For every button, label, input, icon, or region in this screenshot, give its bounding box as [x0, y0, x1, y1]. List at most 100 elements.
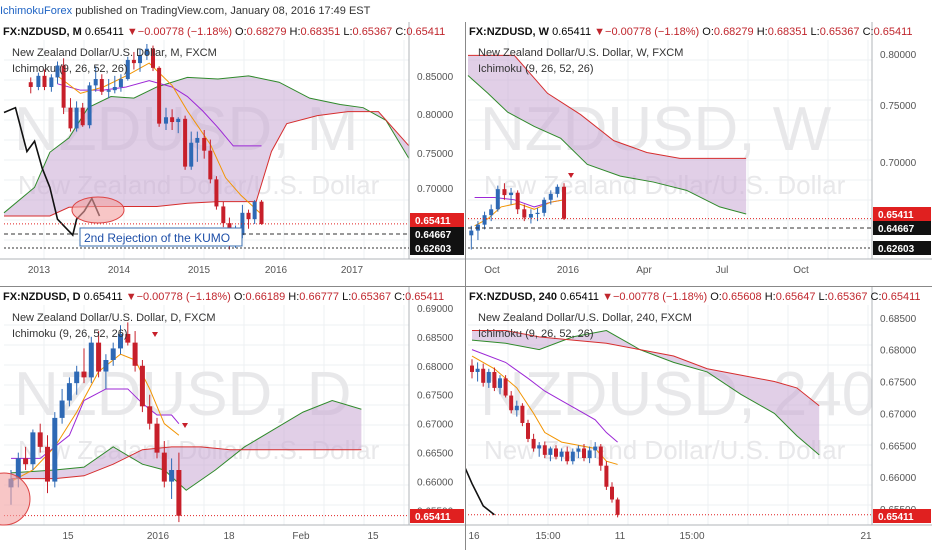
- candle-body: [96, 342, 102, 372]
- candle-body: [520, 405, 525, 423]
- chart-panel-weekly[interactable]: NZDUSD, W New Zealand Dollar/U.S. Dollar 0…: [466, 22, 932, 287]
- candle-body: [99, 79, 104, 92]
- chart-panel-monthly[interactable]: NZDUSD, MNew Zealand Dollar/U.S. Dollar0…: [0, 22, 466, 287]
- chart-title: New Zealand Dollar/U.S. Dollar, 240, FXC…: [478, 312, 692, 324]
- y-tick-label: 0.75000: [417, 149, 454, 160]
- high-label: H:: [288, 291, 300, 303]
- down-arrow-icon: ▼: [594, 26, 606, 38]
- tenkan-sen: [10, 353, 180, 483]
- y-tick-label: 0.66000: [417, 478, 454, 489]
- y-tick-label: 0.80000: [880, 50, 917, 61]
- senkou-span-b: [472, 330, 820, 407]
- candle-body: [246, 212, 251, 220]
- low-label: L:: [342, 291, 352, 303]
- low-label: L:: [818, 291, 828, 303]
- close-value: 0.65411: [406, 26, 446, 38]
- candle-body: [112, 86, 117, 91]
- high-label: H:: [289, 26, 301, 38]
- price-label-box: [410, 227, 464, 241]
- candle-body: [144, 48, 149, 56]
- y-tick-label: 0.68000: [880, 346, 917, 357]
- candle-body: [515, 192, 520, 210]
- annotation-text: 2nd Rejection of the KUMO: [84, 231, 230, 245]
- candle-body: [132, 342, 138, 366]
- high-value: 0.66777: [299, 291, 340, 303]
- price-label-box: [410, 509, 464, 523]
- high-value: 0.65647: [775, 291, 816, 303]
- candle-body: [559, 451, 564, 457]
- candle-body: [161, 452, 167, 482]
- low-value: 0.65367: [827, 291, 868, 303]
- candle-body: [486, 371, 491, 383]
- candle-body: [110, 348, 116, 360]
- y-tick-label: 0.66500: [880, 441, 917, 452]
- chart-panel-240[interactable]: NZDUSD, 240 New Zealand Dollar/U.S. Dolla…: [466, 287, 932, 550]
- y-tick-label: 0.66000: [880, 473, 917, 484]
- candle-body: [45, 446, 50, 482]
- down-marker-icon: [568, 173, 574, 178]
- candle-body: [495, 189, 500, 210]
- symbol-name[interactable]: FX:NZDUSD, D: [3, 291, 81, 303]
- y-tick-label: 0.67000: [417, 420, 454, 431]
- chart-svg-monthly: NZDUSD, MNew Zealand Dollar/U.S. Dollar0…: [0, 22, 465, 286]
- y-tick-label: 0.75000: [880, 101, 917, 112]
- x-tick-label: 18: [223, 531, 235, 542]
- candle-body: [537, 445, 542, 449]
- author-link[interactable]: IchimokuForex: [0, 5, 73, 17]
- candle-body: [169, 470, 175, 482]
- y-tick-label: 0.67000: [880, 409, 917, 420]
- low-value: 0.65367: [352, 26, 393, 38]
- publish-bar: IchimokuForex published on TradingView.c…: [0, 0, 932, 22]
- candle-body: [164, 117, 168, 124]
- candle-body: [28, 82, 33, 87]
- kumo-highlight: [0, 472, 31, 526]
- candle-body: [562, 186, 567, 219]
- candle-body: [469, 230, 474, 236]
- candle-body: [509, 395, 514, 411]
- senkou-span-a: [3, 75, 410, 214]
- down-marker-icon: [182, 423, 188, 428]
- symbol-line-daily: FX:NZDUSD, D 0.65411 ▼−0.00778 (−1.18%) …: [3, 289, 444, 305]
- y-tick-label: 0.67500: [880, 378, 917, 389]
- symbol-name[interactable]: FX:NZDUSD, M: [3, 26, 82, 38]
- candle-body: [81, 371, 87, 378]
- chart-title: New Zealand Dollar/U.S. Dollar, M, FXCM: [12, 47, 217, 59]
- grid: [468, 305, 872, 525]
- rejection-highlight: [71, 196, 125, 224]
- x-tick-label: 15:00: [535, 531, 560, 542]
- candle-body: [502, 189, 507, 196]
- close-value: 0.65411: [873, 26, 913, 38]
- low-value: 0.65367: [351, 291, 392, 303]
- candle-body: [208, 150, 213, 180]
- price-label-text: 0.65411: [878, 210, 914, 221]
- close-value: 0.65411: [881, 291, 921, 303]
- candle-body: [37, 432, 43, 447]
- candle-body: [498, 378, 502, 388]
- chart-panel-daily[interactable]: NZDUSD, D New Zealand Dollar/U.S. Dollar 0…: [0, 287, 466, 550]
- high-label: H:: [756, 26, 768, 38]
- candle-body: [93, 79, 98, 86]
- symbol-name[interactable]: FX:NZDUSD, W: [469, 26, 550, 38]
- watermark-name: New Zealand Dollar/U.S. Dollar: [484, 435, 846, 465]
- candle-body: [87, 85, 92, 126]
- price-label-text: 0.65411: [878, 512, 914, 523]
- low-label: L:: [810, 26, 820, 38]
- candle-body: [570, 451, 575, 462]
- symbol-name[interactable]: FX:NZDUSD, 240: [469, 291, 558, 303]
- candle-body: [470, 365, 474, 372]
- price-label-text: 0.62603: [878, 244, 915, 255]
- candle-body: [23, 458, 29, 465]
- indicator-label: Ichimoku (9, 26, 52, 26): [12, 63, 128, 75]
- x-tick-label: 15: [62, 531, 74, 542]
- x-tick-label: 11: [615, 531, 626, 542]
- open-value: 0.68279: [713, 26, 754, 38]
- candle-body: [103, 360, 109, 372]
- candle-body: [482, 215, 487, 225]
- close-label: C:: [862, 26, 874, 38]
- open-label: O:: [702, 26, 714, 38]
- y-tick-label: 0.68500: [880, 314, 917, 325]
- down-arrow-icon: ▼: [602, 291, 613, 303]
